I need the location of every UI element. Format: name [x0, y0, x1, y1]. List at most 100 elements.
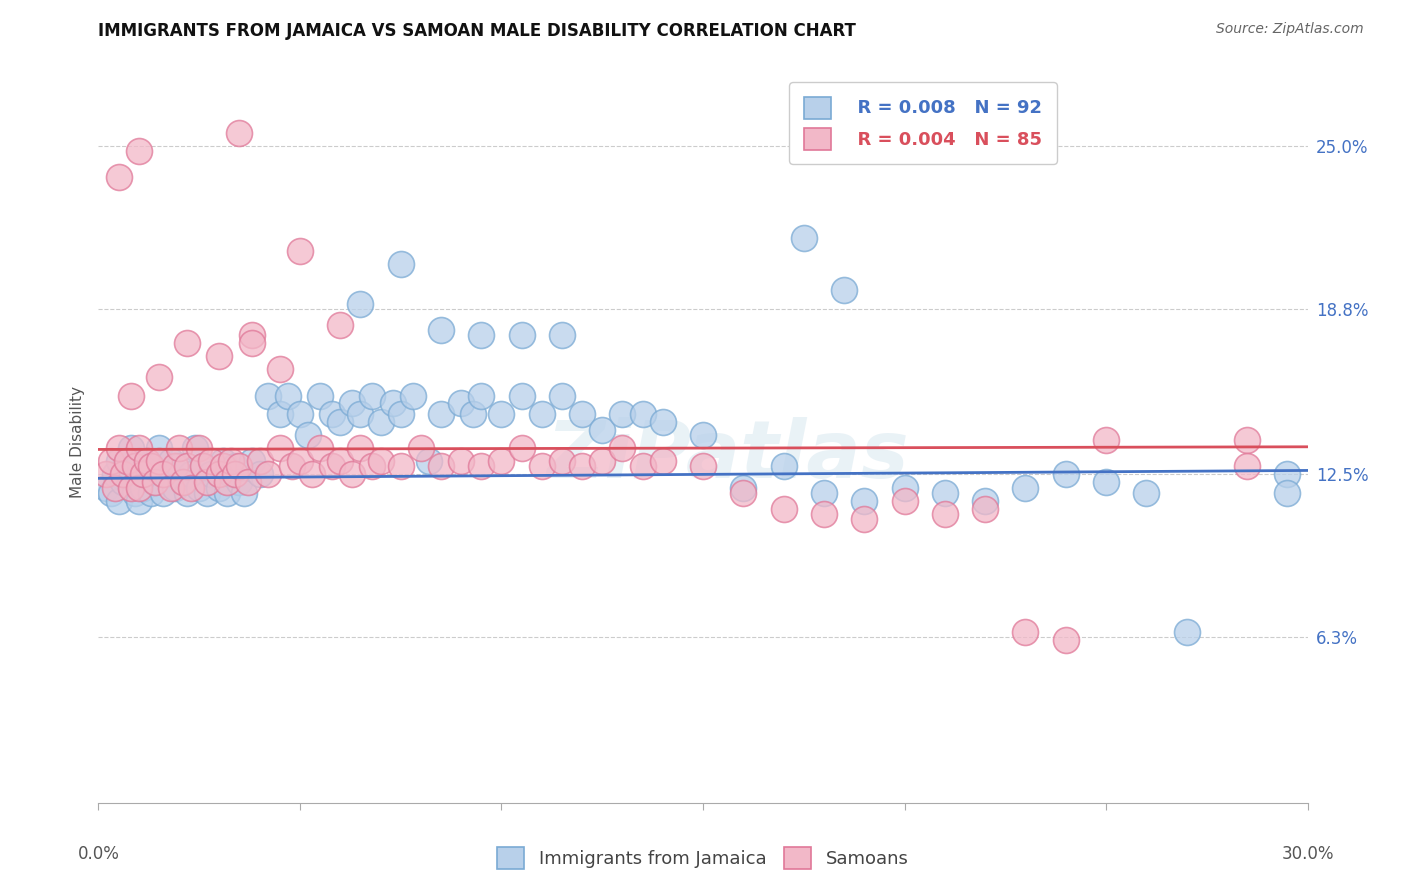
Point: [450, 454, 472, 468]
Point: [128, 145, 150, 159]
Point: [180, 467, 202, 482]
Point: [370, 415, 392, 429]
Point: [1095, 434, 1118, 448]
Point: [389, 407, 412, 421]
Text: Source: ZipAtlas.com: Source: ZipAtlas.com: [1216, 22, 1364, 37]
Point: [208, 481, 231, 495]
Point: [631, 407, 654, 421]
Point: [571, 407, 593, 421]
Point: [228, 126, 250, 140]
Point: [288, 244, 311, 258]
Point: [321, 407, 343, 421]
Point: [1277, 485, 1299, 500]
Point: [1095, 475, 1118, 490]
Point: [163, 459, 186, 474]
Point: [692, 428, 714, 442]
Point: [832, 284, 855, 298]
Point: [224, 467, 246, 482]
Point: [240, 328, 263, 343]
Point: [172, 475, 194, 490]
Point: [470, 459, 492, 474]
Point: [309, 388, 332, 402]
Point: [1054, 632, 1077, 647]
Point: [1014, 625, 1036, 640]
Point: [430, 407, 453, 421]
Point: [240, 454, 263, 468]
Point: [329, 318, 352, 332]
Point: [172, 475, 194, 490]
Point: [329, 415, 352, 429]
Point: [491, 454, 513, 468]
Point: [361, 459, 384, 474]
Point: [329, 454, 352, 468]
Point: [409, 441, 432, 455]
Point: [1014, 481, 1036, 495]
Point: [195, 475, 218, 490]
Point: [530, 459, 553, 474]
Point: [430, 323, 453, 337]
Point: [103, 467, 125, 482]
Point: [228, 459, 250, 474]
Point: [288, 407, 311, 421]
Point: [510, 388, 533, 402]
Point: [176, 485, 198, 500]
Legend:   R = 0.008   N = 92,   R = 0.004   N = 85: R = 0.008 N = 92, R = 0.004 N = 85: [789, 82, 1057, 164]
Point: [236, 475, 259, 490]
Point: [224, 459, 246, 474]
Point: [349, 441, 371, 455]
Point: [111, 475, 134, 490]
Point: [256, 388, 278, 402]
Point: [107, 170, 129, 185]
Point: [1135, 485, 1157, 500]
Point: [107, 493, 129, 508]
Point: [297, 428, 319, 442]
Point: [200, 454, 222, 468]
Point: [813, 507, 835, 521]
Point: [167, 441, 190, 455]
Point: [143, 475, 166, 490]
Point: [418, 454, 440, 468]
Point: [793, 231, 815, 245]
Point: [470, 328, 492, 343]
Point: [934, 485, 956, 500]
Point: [1277, 467, 1299, 482]
Point: [160, 454, 183, 468]
Point: [124, 485, 146, 500]
Point: [115, 459, 138, 474]
Point: [217, 485, 239, 500]
Point: [733, 481, 755, 495]
Point: [163, 481, 186, 495]
Point: [269, 441, 291, 455]
Point: [107, 441, 129, 455]
Point: [148, 370, 170, 384]
Point: [128, 493, 150, 508]
Point: [491, 407, 513, 421]
Point: [893, 493, 915, 508]
Point: [195, 485, 218, 500]
Point: [301, 467, 323, 482]
Point: [176, 459, 198, 474]
Point: [349, 407, 371, 421]
Point: [349, 296, 371, 310]
Text: 30.0%: 30.0%: [1281, 845, 1334, 863]
Point: [309, 441, 332, 455]
Point: [103, 481, 125, 495]
Point: [974, 501, 997, 516]
Point: [651, 415, 673, 429]
Point: [180, 481, 202, 495]
Point: [120, 441, 142, 455]
Point: [128, 481, 150, 495]
Point: [152, 485, 174, 500]
Point: [132, 481, 155, 495]
Point: [269, 407, 291, 421]
Text: ZiPatlas: ZiPatlas: [546, 417, 908, 495]
Text: IMMIGRANTS FROM JAMAICA VS SAMOAN MALE DISABILITY CORRELATION CHART: IMMIGRANTS FROM JAMAICA VS SAMOAN MALE D…: [98, 22, 856, 40]
Point: [470, 388, 492, 402]
Point: [200, 467, 222, 482]
Point: [156, 467, 179, 482]
Point: [176, 336, 198, 351]
Point: [853, 493, 876, 508]
Point: [128, 454, 150, 468]
Point: [430, 459, 453, 474]
Point: [612, 407, 634, 421]
